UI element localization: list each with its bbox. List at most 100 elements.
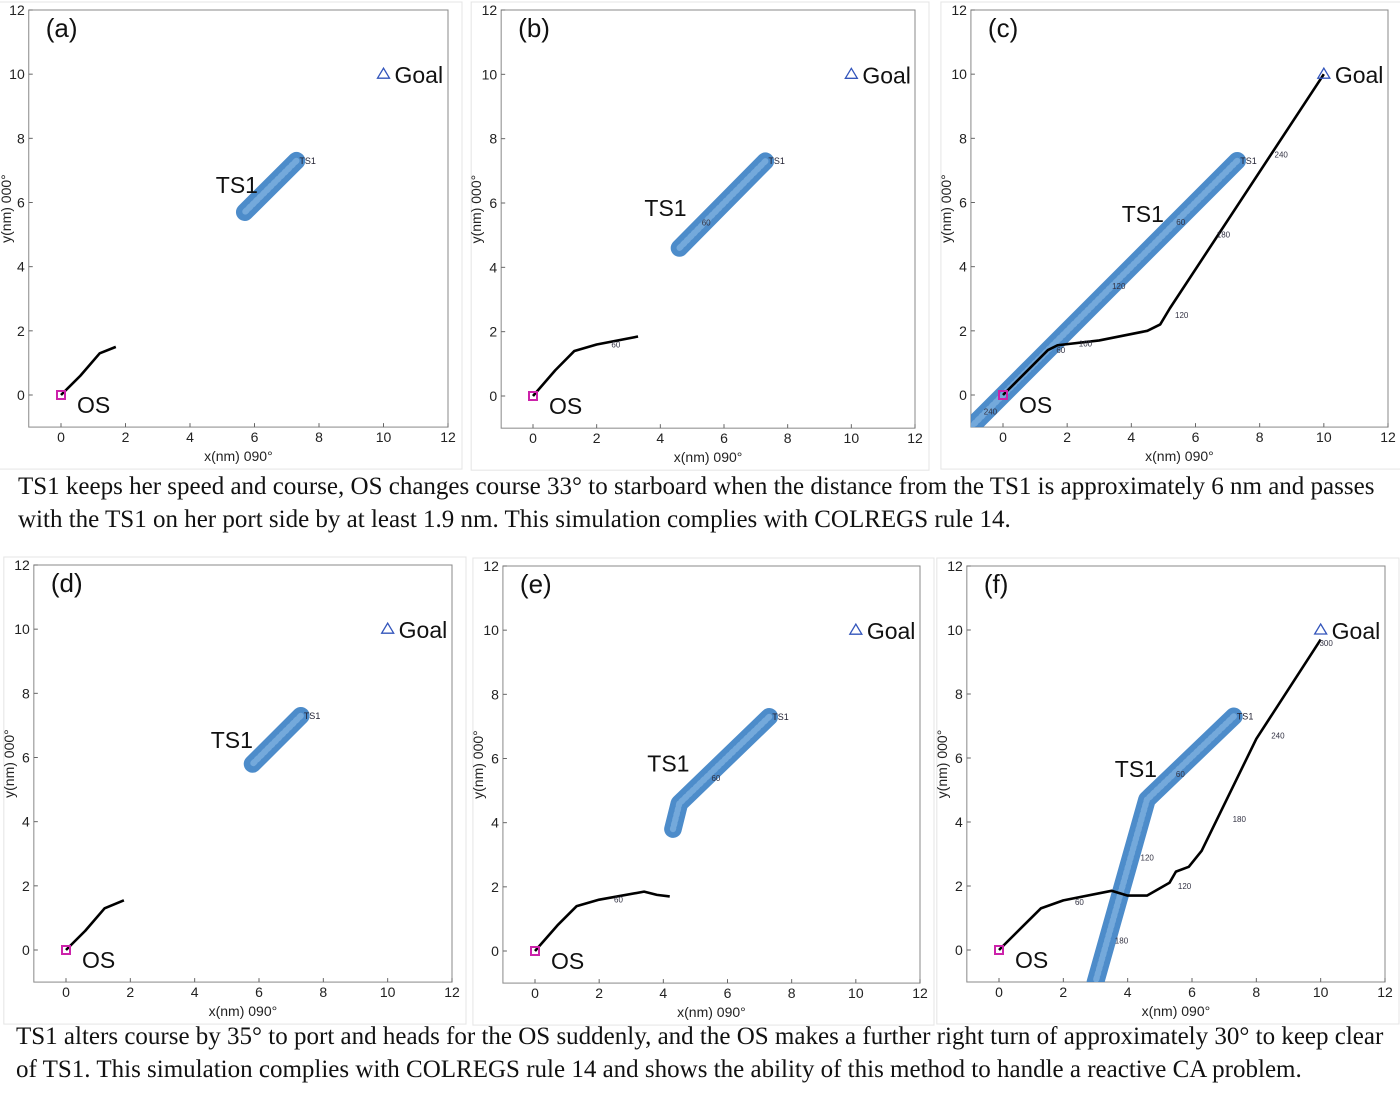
os-trajectory [532,335,639,397]
os-time-label: 60 [1056,346,1065,355]
panel-frame [936,557,1400,1025]
x-tick-label: 10 [848,985,864,1001]
x-tick-label: 12 [1377,984,1393,1000]
x-tick-label: 0 [995,984,1003,1000]
ts1-label: TS1 [211,727,253,753]
x-axis-label: x(nm) 090° [204,448,273,464]
y-tick-label: 6 [959,195,967,211]
ts1-label: TS1 [216,172,258,198]
goal-triangle-icon [848,622,863,635]
x-axis-label: x(nm) 090° [674,449,743,465]
y-tick-label: 10 [483,622,499,638]
ts1-time-label: 120 [1112,282,1126,291]
plot-area: TS1 60 120 240 60 100 120 180 240 [970,73,1325,428]
y-tick-label: 2 [955,878,963,894]
panel-label: (a) [46,13,78,43]
x-tick-label: 2 [1059,984,1067,1000]
os-label: OS [82,947,115,973]
ts1-band-texture [249,712,304,768]
chart-panel-e: 0 2 4 6 8 10 12 0 2 4 6 8 10 12 x(nm) 090° y(nm) 000° (e… [470,557,935,1026]
axes-box [966,565,1386,983]
ts1-time-label: 180 [1115,937,1129,946]
y-tick-label: 6 [489,195,497,211]
ts1-band-texture [669,713,773,833]
axes-box [502,565,921,984]
panel-label: (f) [984,569,1009,599]
ts1-band-texture [1092,713,1237,982]
os-time-label: 120 [1175,311,1189,320]
x-axis-label: x(nm) 090° [1145,448,1214,464]
os-trajectory [534,890,670,952]
y-axis-label: y(nm) 000° [0,174,14,243]
y-tick-label: 0 [955,942,963,958]
x-tick-label: 0 [999,429,1007,445]
y-tick-label: 2 [959,323,967,339]
x-tick-label: 10 [380,984,396,1000]
y-tick-label: 10 [951,66,967,82]
y-tick-label: 6 [491,751,499,767]
ts1-band-texture [241,157,300,216]
x-tick-label: 10 [376,429,392,445]
y-tick-label: 8 [22,685,30,701]
os-time-label: 240 [1275,150,1289,159]
os-time-label: 240 [1271,732,1285,741]
os-start-marker [994,945,1004,955]
plot-area: TS1 60 120 180 60 120 180 240 300 [998,639,1333,982]
x-tick-label: 6 [255,984,263,1000]
panel-frame [3,556,467,1025]
x-tick-label: 8 [1252,984,1260,1000]
x-axis-label: x(nm) 090° [677,1004,746,1020]
os-time-label: 60 [611,341,620,350]
ts1-tag: TS1 [1237,711,1254,721]
y-tick-label: 10 [9,66,25,82]
panel-frame [472,557,935,1026]
x-axis-label: x(nm) 090° [1142,1003,1211,1019]
y-tick-label: 4 [955,814,963,830]
x-tick-label: 6 [1188,984,1196,1000]
y-tick-label: 0 [489,388,497,404]
os-trajectory [60,345,117,396]
y-tick-label: 2 [22,878,30,894]
y-axis-label: y(nm) 000° [934,730,950,799]
x-tick-label: 6 [251,429,259,445]
goal-triangle-icon [1313,622,1328,635]
ts1-band-texture [676,158,769,252]
x-tick-label: 2 [1063,429,1071,445]
x-tick-label: 2 [122,429,130,445]
ts1-tag: TS1 [768,156,785,166]
chart-panel-d: 0 2 4 6 8 10 12 0 2 4 6 8 10 12 x(nm) 090° y(nm) 000° (d… [1,556,467,1025]
os-time-label: 180 [1217,231,1231,240]
goal-label: Goal [862,62,911,88]
goal-label: Goal [1335,62,1384,88]
x-tick-label: 12 [440,429,456,445]
x-tick-label: 0 [62,984,70,1000]
y-tick-label: 8 [17,130,25,146]
plot-area: TS1 60 60 [534,707,789,952]
os-time-label: 180 [1233,815,1247,824]
ts1-tag: TS1 [299,156,316,166]
x-tick-label: 4 [659,985,667,1001]
x-tick-label: 8 [784,430,792,446]
y-tick-label: 12 [483,558,499,574]
y-tick-label: 4 [959,259,967,275]
caption-top: TS1 keeps her speed and course, OS chang… [18,473,1375,533]
ts1-time-label: 240 [984,407,998,416]
y-tick-label: 12 [14,557,30,573]
x-tick-label: 4 [656,430,664,446]
ts1-time-label: 60 [1176,770,1185,779]
x-tick-label: 6 [724,985,732,1001]
os-start-marker [56,390,66,400]
axes-box [500,9,916,429]
chart-panel-b: 0 2 4 6 8 10 12 0 2 4 6 8 10 12 x(nm) 090° y(nm) 000° (b… [468,1,930,471]
x-tick-label: 8 [1256,429,1264,445]
y-tick-label: 8 [491,686,499,702]
x-tick-label: 4 [191,984,199,1000]
ts1-tag: TS1 [1240,156,1257,166]
goal-label: Goal [867,618,916,644]
axes-box [33,564,453,983]
x-tick-label: 10 [1316,429,1332,445]
os-time-label: 120 [1178,882,1192,891]
x-tick-label: 0 [529,430,537,446]
x-tick-label: 6 [1192,429,1200,445]
ts1-time-label: 120 [1141,853,1155,862]
